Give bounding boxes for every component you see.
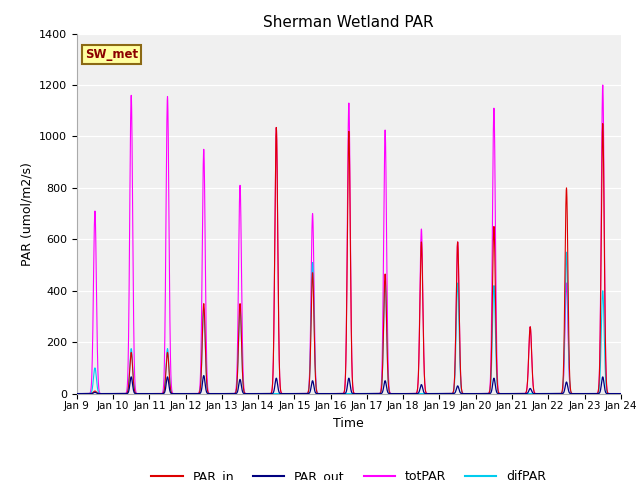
Legend: PAR_in, PAR_out, totPAR, difPAR: PAR_in, PAR_out, totPAR, difPAR — [147, 465, 551, 480]
X-axis label: Time: Time — [333, 417, 364, 430]
Text: SW_met: SW_met — [85, 48, 138, 61]
Y-axis label: PAR (umol/m2/s): PAR (umol/m2/s) — [20, 162, 33, 265]
Title: Sherman Wetland PAR: Sherman Wetland PAR — [264, 15, 434, 30]
